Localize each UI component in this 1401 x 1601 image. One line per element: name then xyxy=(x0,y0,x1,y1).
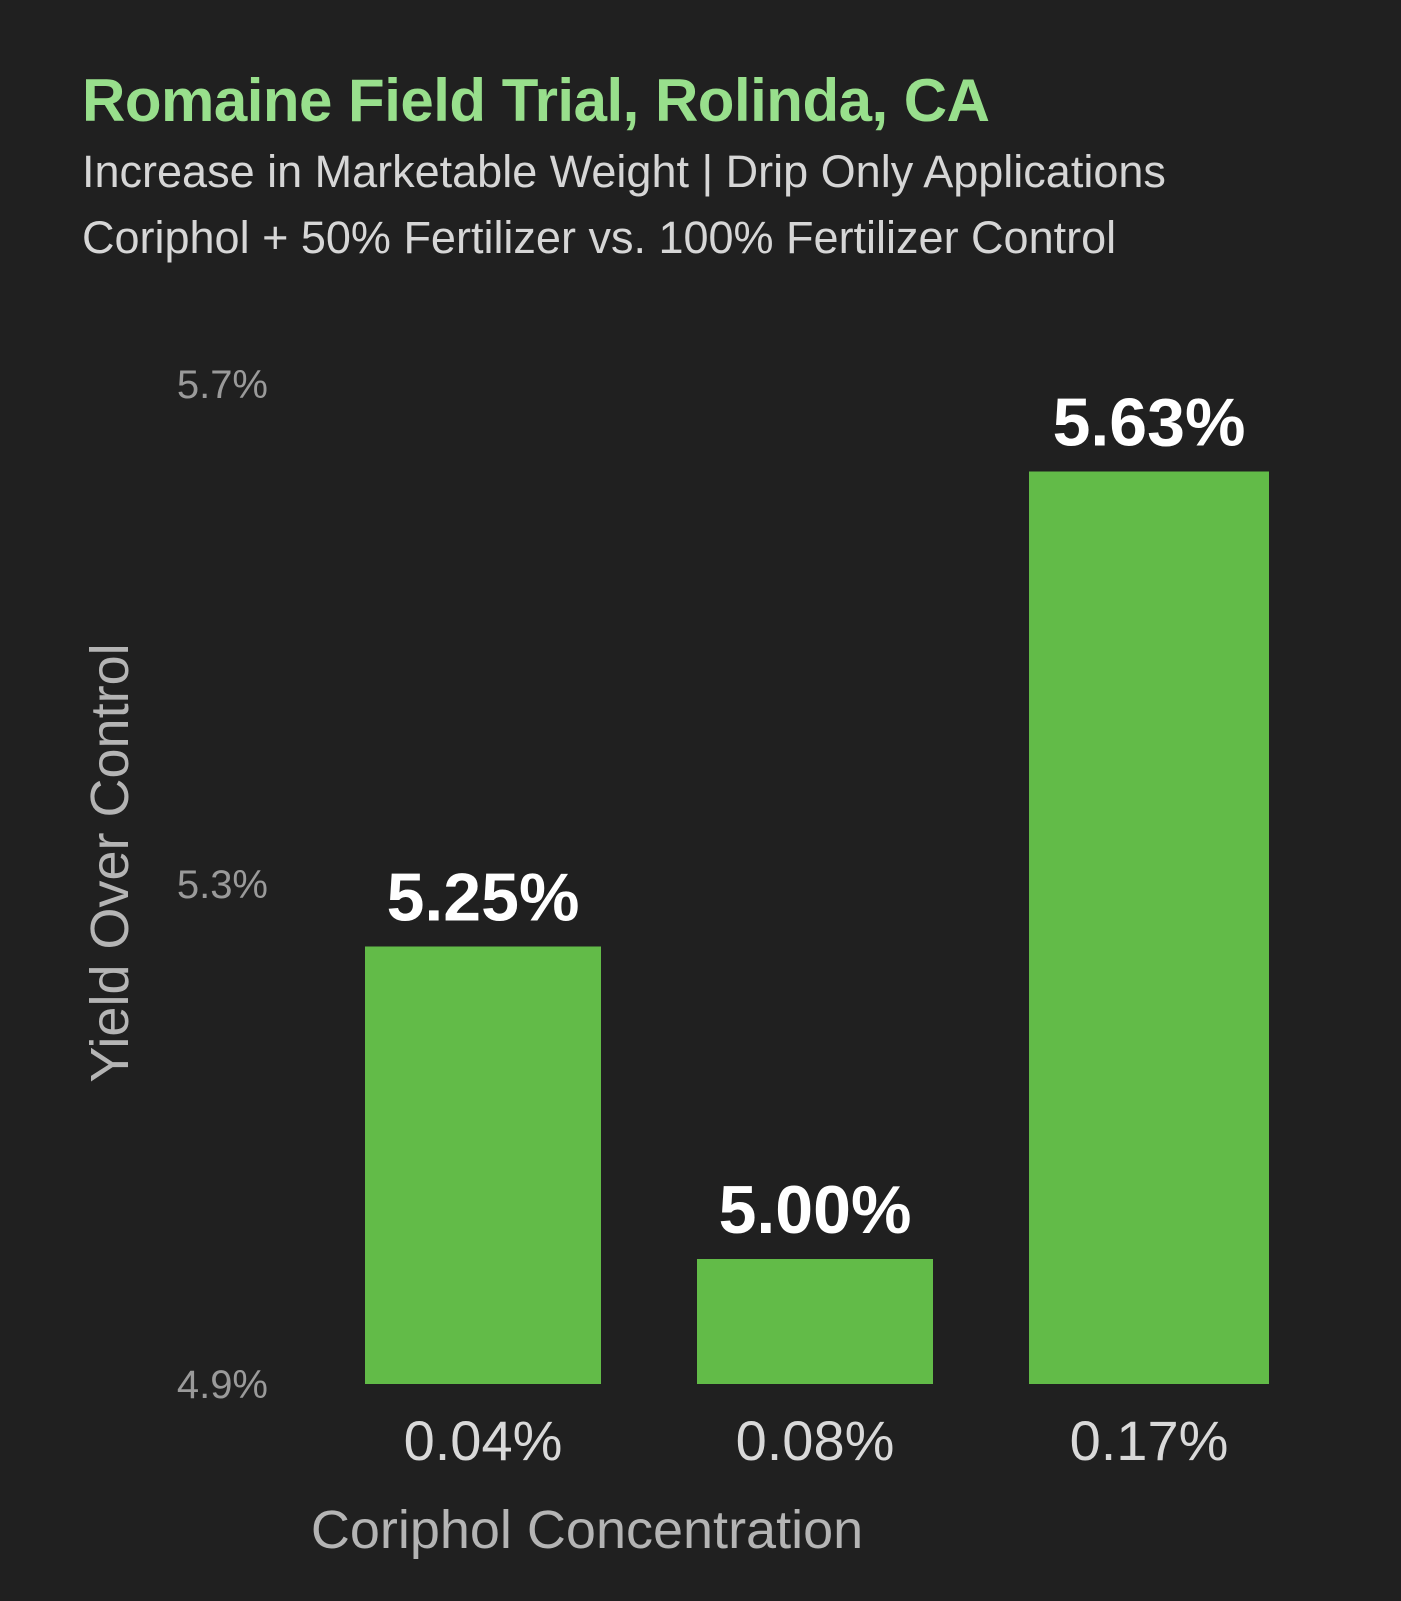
y-axis-ticks: 4.9% 5.3% 5.7% xyxy=(177,363,268,1407)
bars xyxy=(365,471,1269,1384)
bar xyxy=(1029,471,1269,1384)
x-axis-ticks: 0.04% 0.08% 0.17% xyxy=(404,1409,1229,1472)
x-axis-title: Coriphol Concentration xyxy=(311,1500,863,1560)
chart-subtitle-line-1: Increase in Marketable Weight | Drip Onl… xyxy=(82,146,1166,197)
data-label: 5.63% xyxy=(1053,385,1246,461)
x-tick-label: 0.04% xyxy=(404,1409,563,1472)
y-tick-label: 4.9% xyxy=(177,1363,268,1407)
data-labels: 5.25% 5.00% 5.63% xyxy=(387,385,1246,1249)
bar xyxy=(697,1259,933,1384)
y-tick-label: 5.7% xyxy=(177,363,268,407)
chart-title: Romaine Field Trial, Rolinda, CA xyxy=(82,67,990,134)
data-label: 5.25% xyxy=(387,860,580,936)
x-tick-label: 0.08% xyxy=(736,1409,895,1472)
y-tick-label: 5.3% xyxy=(177,863,268,907)
bar xyxy=(365,946,601,1384)
chart-subtitle-line-2: Coriphol + 50% Fertilizer vs. 100% Ferti… xyxy=(82,212,1117,263)
data-label: 5.00% xyxy=(719,1172,912,1248)
x-tick-label: 0.17% xyxy=(1070,1409,1229,1472)
y-axis-title: Yield Over Control xyxy=(80,643,140,1082)
